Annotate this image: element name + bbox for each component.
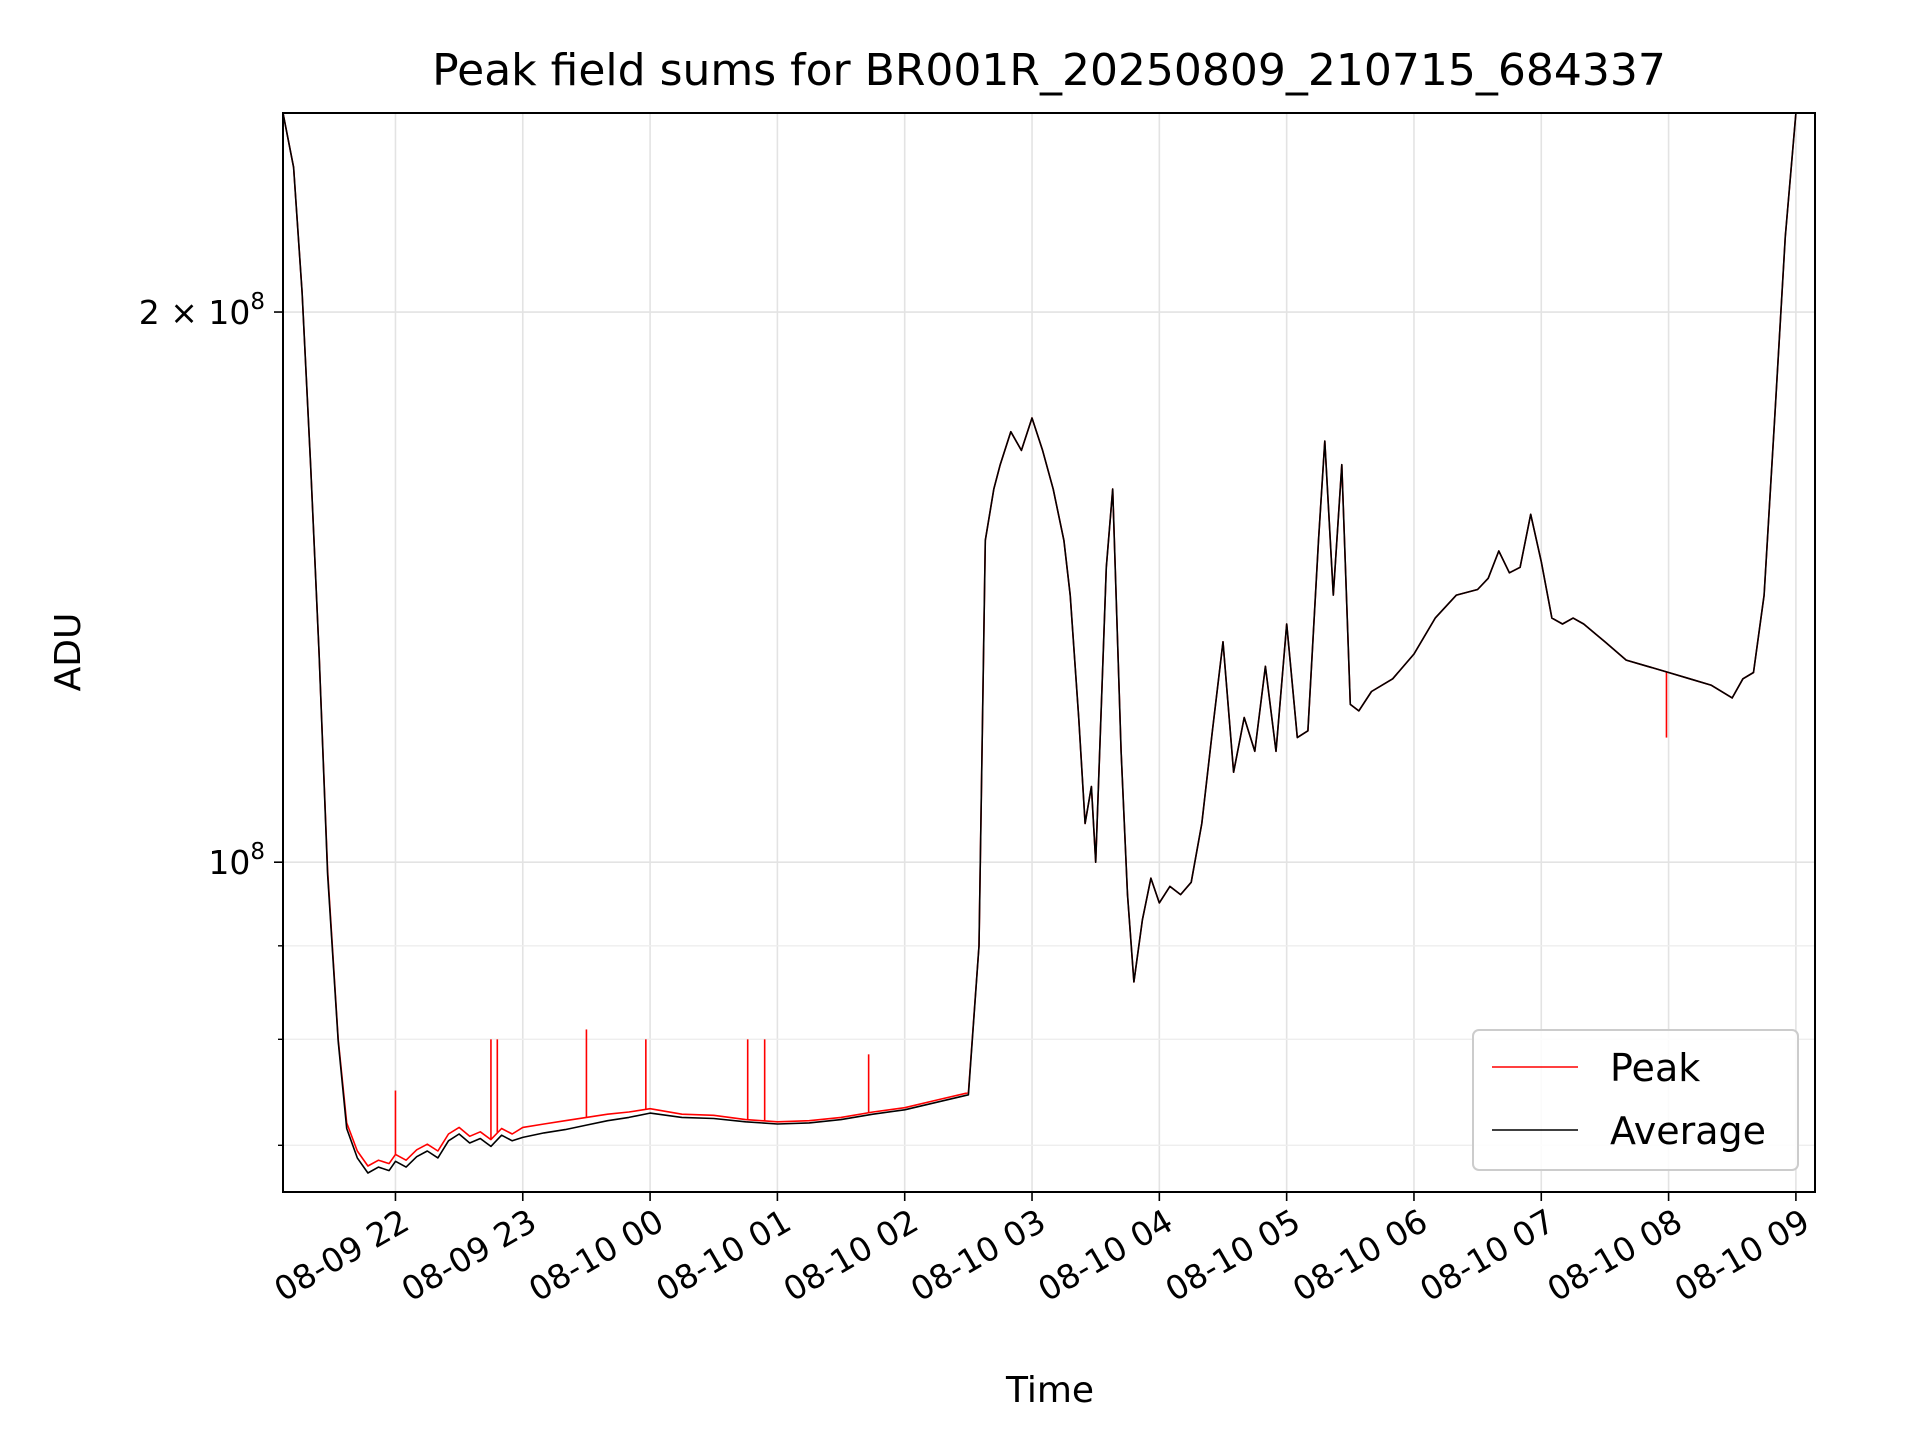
y-axis-label: ADU bbox=[48, 613, 89, 692]
legend: Peak Average bbox=[1472, 1029, 1799, 1171]
y-tick-label: 108 bbox=[208, 839, 265, 882]
y-tick-label: 2 × 108 bbox=[139, 289, 265, 332]
legend-label-average: Average bbox=[1610, 1109, 1766, 1153]
series-layer bbox=[283, 113, 1803, 1174]
chart-title: Peak field sums for BR001R_20250809_2107… bbox=[432, 45, 1666, 96]
legend-box bbox=[1472, 1029, 1799, 1171]
series-line-average bbox=[283, 113, 1803, 1174]
legend-label-peak: Peak bbox=[1610, 1046, 1700, 1090]
plot-frame bbox=[282, 112, 1816, 1193]
y-axis: 108 2 × 108 bbox=[139, 289, 283, 1146]
x-axis-label: Time bbox=[1005, 1370, 1094, 1411]
grid bbox=[283, 113, 1815, 1192]
